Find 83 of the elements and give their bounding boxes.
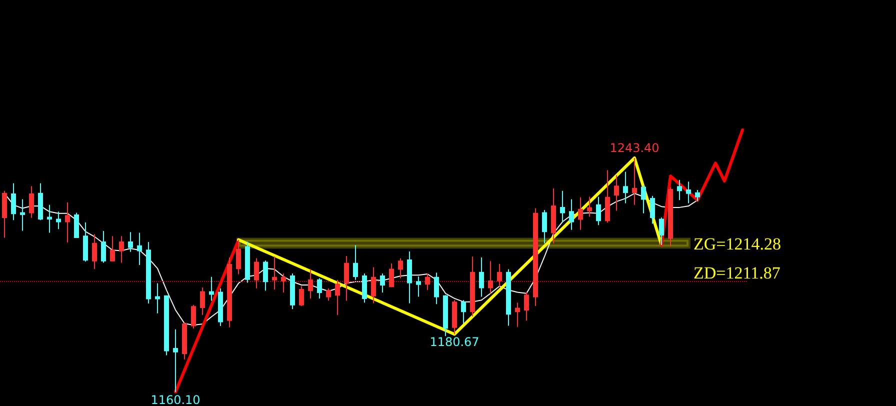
candlestick [596, 196, 601, 226]
annotation: ZG=1214.28 [694, 234, 781, 254]
candlestick [227, 256, 232, 328]
candlestick [569, 198, 574, 230]
candlestick [110, 236, 115, 262]
candlestick [200, 287, 205, 316]
candlestick [326, 288, 331, 302]
candlestick [218, 288, 223, 326]
candlestick [551, 188, 556, 244]
candlestick [164, 295, 169, 356]
candlestick [272, 256, 277, 290]
candlestick [425, 272, 430, 291]
candlestick [11, 182, 16, 221]
candlestick [308, 268, 313, 299]
annotation: 1180.67 [430, 335, 480, 350]
candlestick [380, 272, 385, 294]
candlestick [434, 272, 439, 305]
candlestick [632, 158, 637, 206]
candlestick [605, 170, 610, 224]
candlestick [101, 230, 106, 264]
candlestick [56, 211, 61, 230]
candlestick [65, 202, 70, 244]
candlestick [416, 276, 421, 298]
candlestick [362, 272, 367, 304]
candlestick [236, 239, 241, 275]
candlestick [398, 258, 403, 279]
candlestick [299, 286, 304, 307]
candlestick [614, 174, 619, 212]
candlestick [470, 256, 475, 317]
candlestick [542, 209, 547, 244]
candlestick [668, 186, 673, 247]
candlestick [155, 282, 160, 314]
candlestick [263, 260, 268, 292]
candlestick [506, 268, 511, 326]
candlestick [119, 236, 124, 264]
candlestick [344, 256, 349, 302]
candlestick [497, 263, 502, 288]
candlestick [641, 184, 646, 214]
annotation: 1160.10 [150, 393, 200, 406]
candlestick [389, 262, 394, 288]
candlestick [443, 294, 448, 337]
candlestick [146, 241, 151, 304]
annotation: ZD=1211.87 [694, 263, 781, 282]
candlestick [254, 258, 259, 289]
candlestick [2, 190, 7, 238]
candlestick [74, 212, 79, 238]
candlestick [677, 179, 682, 201]
candlestick [524, 291, 529, 322]
candlestick [461, 300, 466, 324]
candlestick [686, 181, 691, 204]
candlestick [209, 276, 214, 302]
candlestick [371, 266, 376, 304]
candlestick [182, 322, 187, 360]
candlestick [137, 232, 142, 266]
annotation: 1243.40 [610, 141, 660, 155]
candlestick [578, 196, 583, 230]
candlestick [128, 232, 133, 252]
candlestick [353, 244, 358, 280]
candlestick [92, 234, 97, 270]
candlestick [695, 190, 700, 202]
candlestick [281, 272, 286, 294]
candlestick [191, 304, 196, 330]
candlestick [452, 300, 457, 335]
candlestick [533, 208, 538, 307]
candlestick [407, 251, 412, 304]
candlestick [488, 260, 493, 294]
candlestick [290, 272, 295, 310]
candlestick [29, 186, 34, 218]
candlestick [20, 198, 25, 232]
candlestick [38, 182, 43, 221]
candlestick [47, 204, 52, 234]
candlestick [515, 302, 520, 328]
candlestick [560, 190, 565, 224]
candlestick [479, 256, 484, 298]
candlestick [335, 279, 340, 316]
candlestick [650, 195, 655, 224]
candlestick [83, 222, 88, 262]
candlestick [587, 196, 592, 218]
candlestick [623, 171, 628, 204]
candlestick [659, 217, 664, 246]
candlestick [173, 328, 178, 392]
candlestick [317, 278, 322, 299]
candlestick [245, 241, 250, 284]
